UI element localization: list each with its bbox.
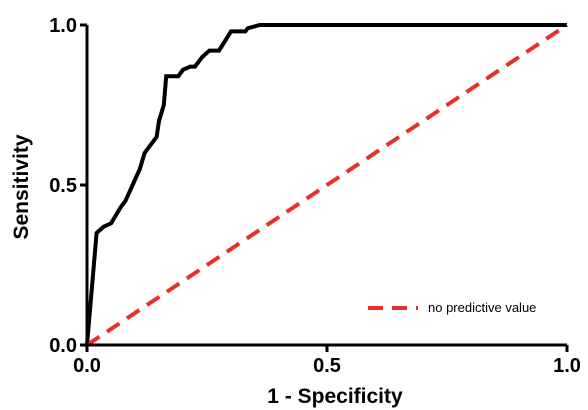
y-tick-label: 0.5 bbox=[49, 175, 77, 197]
x-axis-title: 1 - Specificity bbox=[267, 385, 403, 408]
y-tick-label: 1.0 bbox=[49, 15, 77, 37]
x-tick-label: 1.0 bbox=[553, 355, 581, 377]
legend: no predictive value bbox=[368, 300, 536, 315]
x-tick-label: 0.5 bbox=[313, 355, 341, 377]
y-axis-ticks: 0.0 0.5 1.0 bbox=[49, 15, 87, 357]
x-tick-label: 0.0 bbox=[73, 355, 101, 377]
x-axis-ticks: 0.0 0.5 1.0 bbox=[73, 345, 581, 377]
roc-curve-line bbox=[85, 23, 567, 346]
plot-area bbox=[85, 23, 569, 347]
legend-label-no-predictive-value: no predictive value bbox=[428, 300, 536, 315]
y-axis-title: Sensitivity bbox=[10, 134, 33, 239]
no-predictive-value-line bbox=[85, 23, 569, 347]
y-tick-label: 0.0 bbox=[49, 335, 77, 357]
